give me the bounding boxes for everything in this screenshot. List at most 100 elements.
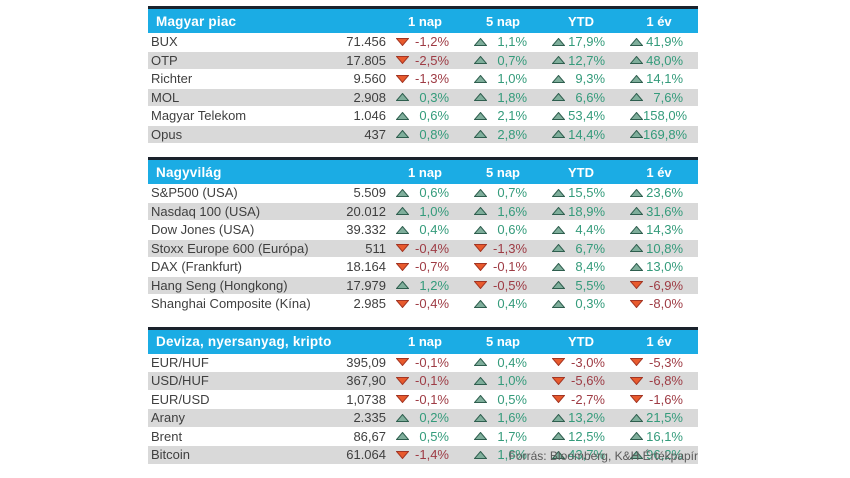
change-value: 0,7% — [497, 185, 528, 201]
change-value: 158,0% — [643, 108, 688, 124]
triangle-up-icon — [396, 93, 410, 102]
row-value: 9.560 — [330, 69, 387, 89]
change-value: 1,1% — [497, 34, 528, 50]
change-cell: 5,5% — [542, 276, 621, 295]
triangle-up-icon — [474, 188, 488, 197]
change-value: 96,2% — [646, 447, 683, 463]
change-cell: 158,0% — [620, 106, 699, 126]
change-value: 18,9% — [568, 203, 606, 219]
change-cell: 0,4% — [464, 294, 543, 314]
table-row: OTP 17.805 -2,5% 0,7% 12,7% 48,0% — [148, 51, 699, 70]
change-cell: -1,3% — [386, 69, 465, 89]
change-cell: 0,4% — [464, 353, 542, 372]
change-cell: 0,2% — [386, 408, 464, 428]
triangle-up-icon — [552, 299, 566, 308]
change-value: -1,2% — [415, 34, 450, 50]
triangle-up-icon — [474, 130, 488, 139]
table-header-row: Magyar piac 1 nap 5 nap YTD 1 év — [148, 6, 699, 33]
triangle-up-icon — [552, 225, 566, 234]
triangle-down-icon — [552, 395, 565, 404]
change-value: -0,1% — [493, 259, 528, 275]
change-value: -0,1% — [415, 391, 449, 407]
triangle-down-icon — [396, 299, 410, 308]
change-cell: 0,3% — [542, 294, 621, 314]
triangle-up-icon — [630, 111, 644, 120]
triangle-up-icon — [552, 413, 565, 422]
triangle-up-icon — [630, 262, 644, 271]
triangle-up-icon — [630, 188, 644, 197]
change-cell: 8,4% — [542, 257, 621, 277]
change-cell: 16,1% — [620, 427, 698, 446]
row-name: Nasdaq 100 (USA) — [148, 202, 330, 221]
change-cell: 169,8% — [620, 125, 699, 144]
row-value: 5.509 — [330, 184, 387, 203]
market-report-page: Magyar piac 1 nap 5 nap YTD 1 év BUX 71.456 -1,… — [148, 6, 699, 465]
change-value: -5,6% — [571, 373, 605, 389]
change-cell: 6,6% — [542, 88, 621, 107]
table-title: Deviza, nyersanyag, kripto — [148, 326, 386, 354]
row-value: 395,09 — [330, 353, 386, 372]
table-row: Brent 86,67 0,5% 1,7% 12,5% 16,1% — [148, 427, 698, 446]
triangle-up-icon — [474, 56, 488, 65]
change-cell: 18,9% — [542, 202, 621, 221]
triangle-up-icon — [474, 395, 487, 404]
change-cell: 21,5% — [620, 408, 698, 428]
triangle-down-icon — [474, 262, 488, 271]
change-value: 0,5% — [419, 428, 449, 444]
table-row: Dow Jones (USA) 39.332 0,4% 0,6% 4,4% 14,3% — [148, 220, 699, 240]
table-row: EUR/USD 1,0738 -0,1% 0,5% -2,7% -1,6% — [148, 390, 698, 409]
change-value: -6,8% — [649, 373, 683, 389]
triangle-down-icon — [396, 56, 410, 65]
column-header-3: YTD — [542, 326, 620, 354]
change-value: 0,4% — [497, 296, 528, 312]
column-header-2: 5 nap — [464, 326, 542, 354]
change-cell: 0,5% — [386, 427, 464, 446]
change-value: 31,6% — [646, 203, 684, 219]
change-value: 14,4% — [568, 126, 606, 142]
row-name: Dow Jones (USA) — [148, 220, 330, 240]
triangle-down-icon — [630, 358, 643, 367]
row-value: 39.332 — [330, 220, 387, 240]
change-value: 0,2% — [419, 410, 449, 426]
row-name: OTP — [148, 51, 330, 70]
change-value: -0,4% — [415, 240, 450, 256]
change-value: 0,6% — [419, 185, 450, 201]
change-cell: 0,7% — [464, 184, 543, 203]
triangle-down-icon — [630, 376, 643, 385]
change-cell: -0,4% — [386, 294, 465, 314]
change-value: 0,8% — [419, 126, 450, 142]
change-value: 169,8% — [643, 126, 688, 142]
triangle-down-icon — [474, 244, 488, 253]
triangle-down-icon — [396, 358, 409, 367]
change-value: -1,3% — [493, 240, 528, 256]
triangle-up-icon — [630, 207, 644, 216]
change-value: 41,9% — [646, 34, 684, 50]
triangle-up-icon — [552, 111, 566, 120]
row-value: 20.012 — [330, 202, 387, 221]
change-cell: 14,4% — [542, 125, 621, 144]
change-cell: 43,7% — [542, 445, 620, 465]
table-row: Bitcoin 61.064 -1,4% 1,6% 43,7% 96,2% — [148, 445, 698, 465]
change-cell: 1,0% — [464, 69, 543, 89]
row-name: Richter — [148, 69, 330, 89]
change-value: 2,1% — [497, 108, 528, 124]
change-cell: -0,7% — [386, 257, 465, 277]
triangle-up-icon — [474, 37, 488, 46]
triangle-down-icon — [552, 358, 565, 367]
triangle-up-icon — [474, 432, 487, 441]
change-cell: -6,8% — [620, 371, 698, 391]
change-value: 0,3% — [575, 296, 606, 312]
row-name: Stoxx Europe 600 (Európa) — [148, 239, 330, 258]
row-value: 511 — [330, 239, 387, 258]
change-cell: -0,1% — [464, 257, 543, 277]
change-value: -0,1% — [415, 354, 449, 370]
triangle-up-icon — [474, 225, 488, 234]
change-cell: 53,4% — [542, 106, 621, 126]
change-cell: 1,6% — [464, 202, 543, 221]
change-cell: 12,7% — [542, 51, 621, 70]
table-row: DAX (Frankfurt) 18.164 -0,7% -0,1% 8,4% 13,0% — [148, 257, 699, 277]
change-cell: 14,3% — [620, 220, 699, 240]
row-name: EUR/USD — [148, 390, 330, 409]
change-value: 1,0% — [419, 203, 450, 219]
change-value: 16,1% — [646, 428, 683, 444]
